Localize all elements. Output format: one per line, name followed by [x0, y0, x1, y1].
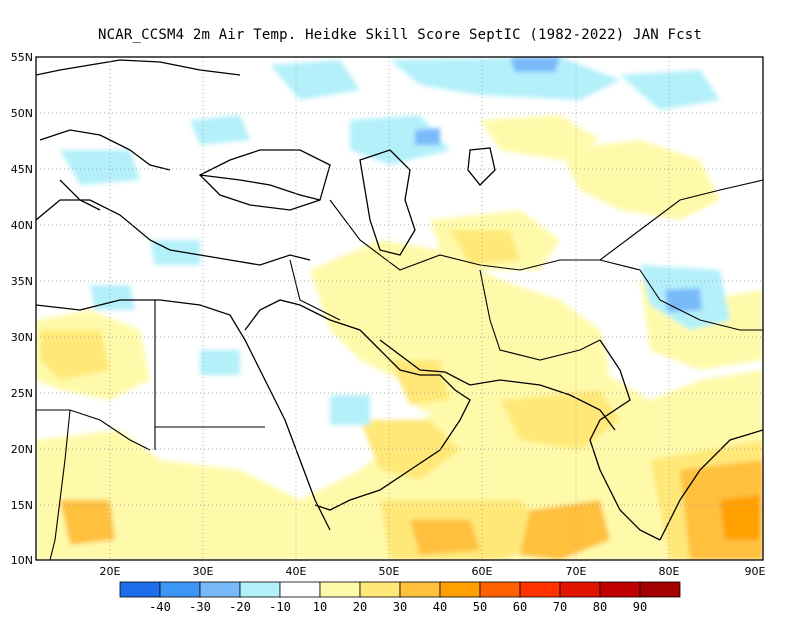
map-frame — [35, 56, 764, 561]
lon-tick-label: 70E — [566, 565, 587, 578]
legend-swatch — [479, 581, 521, 598]
skill-field — [36, 57, 763, 560]
legend-label: 30 — [393, 600, 407, 614]
lon-tick-label: 20E — [100, 565, 121, 578]
legend-label: -20 — [229, 600, 251, 614]
legend-label: 90 — [633, 600, 647, 614]
lon-tick-labels: 20E 30E 40E 50E 60E 70E 80E 90E — [100, 565, 766, 578]
legend-label: 60 — [513, 600, 527, 614]
legend-swatch — [599, 581, 641, 598]
lat-tick-label: 55N — [11, 51, 33, 64]
legend-swatch — [159, 581, 201, 598]
lat-tick-label: 50N — [11, 107, 33, 120]
legend-label: 50 — [473, 600, 487, 614]
lon-tick-label: 50E — [379, 565, 400, 578]
legend-label: 10 — [313, 600, 327, 614]
legend-swatch — [399, 581, 441, 598]
legend-swatch — [639, 581, 681, 598]
legend-label: -30 — [189, 600, 211, 614]
legend-swatch — [439, 581, 481, 598]
lat-tick-label: 20N — [11, 443, 33, 456]
legend-swatch — [239, 581, 281, 598]
lat-tick-label: 30N — [11, 331, 33, 344]
legend-swatch — [199, 581, 241, 598]
legend-swatch — [319, 581, 361, 598]
lon-tick-label: 40E — [286, 565, 307, 578]
legend-swatch — [519, 581, 561, 598]
lon-tick-label: 80E — [659, 565, 680, 578]
lat-tick-label: 25N — [11, 387, 33, 400]
color-legend: -40 -30 -20 -10 10 20 30 40 50 60 70 80 90 — [119, 581, 681, 614]
lat-tick-label: 45N — [11, 163, 33, 176]
legend-label: 80 — [593, 600, 607, 614]
lat-tick-label: 40N — [11, 219, 33, 232]
legend-swatch — [559, 581, 601, 598]
lon-tick-label: 90E — [745, 565, 766, 578]
legend-swatch — [279, 581, 321, 598]
lon-tick-label: 60E — [472, 565, 493, 578]
legend-swatch — [359, 581, 401, 598]
lon-tick-label: 30E — [193, 565, 214, 578]
legend-swatch — [119, 581, 161, 598]
map-title: NCAR_CCSM4 2m Air Temp. Heidke Skill Sco… — [97, 27, 702, 43]
legend-label: -40 — [149, 600, 171, 614]
legend-label: -10 — [269, 600, 291, 614]
coastlines — [36, 59, 763, 560]
lat-tick-label: 10N — [11, 554, 33, 567]
legend-label: 20 — [353, 600, 367, 614]
legend-label: 40 — [433, 600, 447, 614]
lat-tick-labels: 55N 50N 45N 40N 35N 30N 25N 20N 15N 10N — [11, 51, 33, 567]
lat-tick-label: 15N — [11, 499, 33, 512]
legend-label: 70 — [553, 600, 567, 614]
lat-tick-label: 35N — [11, 275, 33, 288]
